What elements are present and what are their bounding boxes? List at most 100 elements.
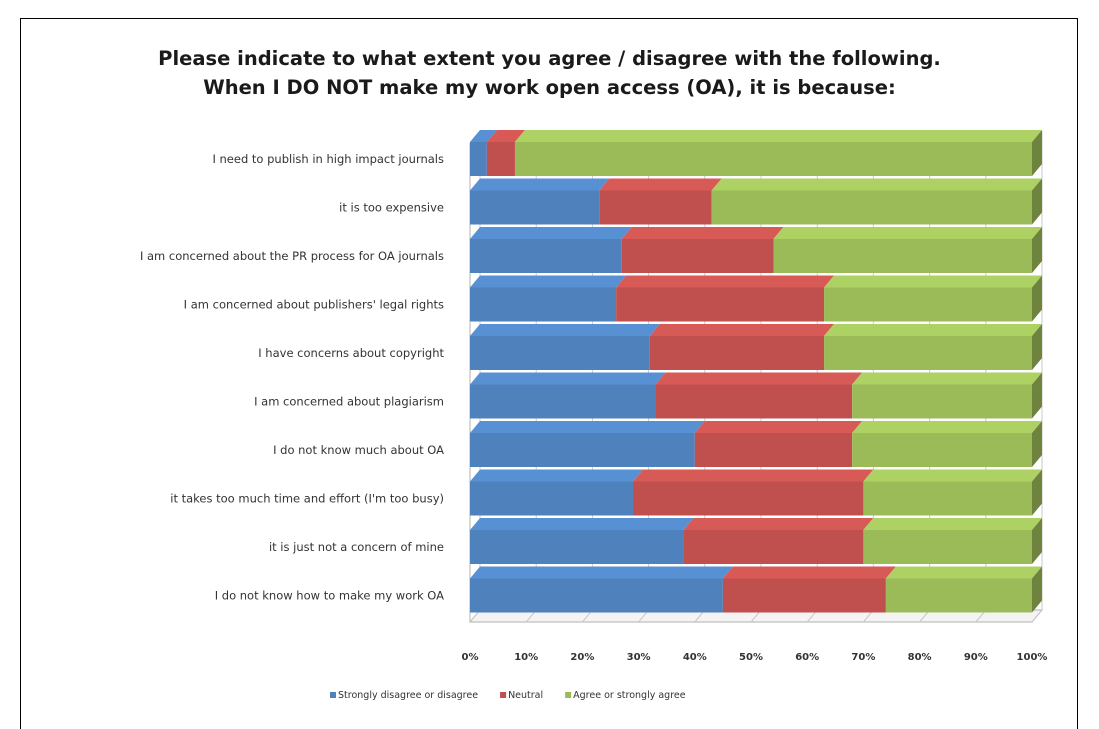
bar-segment	[470, 142, 487, 176]
category-label: it is too expensive	[339, 201, 444, 215]
bar-top-face	[616, 275, 835, 288]
bar-segment	[486, 142, 515, 176]
bar-top-face	[514, 130, 1042, 142]
category-label: I need to publish in high impact journal…	[212, 152, 444, 166]
x-tick-label: 20%	[570, 652, 594, 663]
bar-segment	[599, 190, 712, 225]
bar-segment	[655, 384, 853, 419]
category-label: it takes too much time and effort (I'm t…	[170, 492, 444, 506]
x-tick-label: 10%	[514, 652, 538, 663]
bar-top-face	[599, 178, 722, 191]
legend: Strongly disagree or disagree Neutral Agre…	[330, 690, 686, 701]
bar-segment	[649, 336, 825, 370]
category-label: I am concerned about the PR process for …	[140, 249, 444, 263]
x-tick-label: 100%	[1017, 652, 1048, 663]
bar-top-face	[470, 178, 610, 191]
chart-title-block: Please indicate to what extent you agree…	[0, 44, 1099, 102]
bar-segment	[470, 384, 656, 419]
x-tick-label: 0%	[462, 652, 479, 663]
bar-top-face	[863, 469, 1042, 482]
bar-top-face	[470, 566, 733, 579]
bar-top-face	[470, 469, 643, 482]
bar-segment	[722, 578, 886, 613]
bar-segment	[470, 336, 650, 370]
bar-top-face	[852, 372, 1042, 385]
bar-end-face	[1032, 275, 1042, 322]
bar-segment	[863, 530, 1032, 564]
bar-top-face	[632, 469, 874, 482]
bar-top-face	[683, 518, 874, 530]
bar-top-face	[711, 178, 1042, 191]
bar-end-face	[1032, 518, 1042, 564]
bar-top-face	[470, 275, 627, 288]
bar-segment	[616, 287, 825, 322]
bar-end-face	[1032, 469, 1042, 516]
x-tick-label: 50%	[739, 652, 763, 663]
category-label: I am concerned about plagiarism	[254, 395, 444, 409]
legend-label: Neutral	[508, 690, 543, 701]
category-label: I have concerns about copyright	[258, 346, 444, 360]
category-label: I am concerned about publishers' legal r…	[184, 298, 444, 312]
bar-segment	[621, 239, 774, 273]
bar-segment	[470, 190, 600, 225]
bar-segment	[514, 142, 1032, 176]
bar-segment	[470, 578, 723, 613]
bar-segment	[683, 530, 864, 564]
category-label: I do not know how to make my work OA	[215, 589, 444, 603]
bar-top-face	[722, 566, 896, 579]
legend-swatch	[565, 692, 572, 698]
bar-top-face	[655, 372, 863, 385]
bar-end-face	[1032, 178, 1042, 225]
category-label: I do not know much about OA	[273, 443, 444, 457]
bar-segment	[885, 578, 1032, 613]
chart-title: Please indicate to what extent you agree…	[158, 47, 941, 70]
bar-end-face	[1032, 324, 1042, 370]
category-labels: I need to publish in high impact journal…	[140, 152, 445, 603]
bar-top-face	[470, 421, 705, 433]
bar-segment	[470, 530, 684, 564]
bar-top-face	[852, 421, 1042, 433]
x-tick-label: 90%	[964, 652, 988, 663]
x-tick-label: 30%	[627, 652, 651, 663]
bar-top-face	[470, 130, 497, 142]
bar-top-face	[470, 324, 660, 336]
bars	[470, 130, 1042, 613]
bar-segment	[852, 384, 1032, 419]
bar-top-face	[470, 372, 666, 385]
x-tick-label: 40%	[683, 652, 707, 663]
bar-top-face	[649, 324, 835, 336]
legend-swatch	[500, 692, 507, 698]
floor-gridline	[1031, 609, 1043, 623]
bar-top-face	[486, 130, 525, 142]
bar-segment	[470, 433, 695, 467]
chart-subtitle: When I DO NOT make my work open access (…	[203, 76, 896, 99]
bar-top-face	[470, 227, 632, 239]
bar-top-face	[863, 518, 1042, 530]
x-tick-label: 70%	[851, 652, 875, 663]
x-tick-label: 80%	[908, 652, 932, 663]
bar-end-face	[1032, 566, 1042, 613]
bar-segment	[863, 481, 1032, 516]
x-tick-label: 60%	[795, 652, 819, 663]
bar-top-face	[694, 421, 863, 433]
x-axis-ticks: 0% 10% 20% 30% 40% 50% 60% 70% 80% 90% 100%	[462, 652, 1048, 663]
bar-segment	[632, 481, 864, 516]
bar-end-face	[1032, 130, 1042, 176]
bar-end-face	[1032, 227, 1042, 273]
bar-segment	[470, 481, 633, 516]
bar-segment	[711, 190, 1032, 225]
bar-end-face	[1032, 421, 1042, 467]
bar-segment	[824, 336, 1032, 370]
bar-end-face	[1032, 372, 1042, 419]
bar-top-face	[824, 275, 1042, 288]
bar-top-face	[824, 324, 1042, 336]
bar-segment	[694, 433, 853, 467]
category-label: it is just not a concern of mine	[269, 540, 444, 554]
bar-top-face	[885, 566, 1042, 579]
bar-top-face	[621, 227, 784, 239]
bar-segment	[824, 287, 1032, 322]
bar-top-face	[470, 518, 694, 530]
legend-label: Strongly disagree or disagree	[338, 690, 478, 701]
bar-top-face	[773, 227, 1042, 239]
